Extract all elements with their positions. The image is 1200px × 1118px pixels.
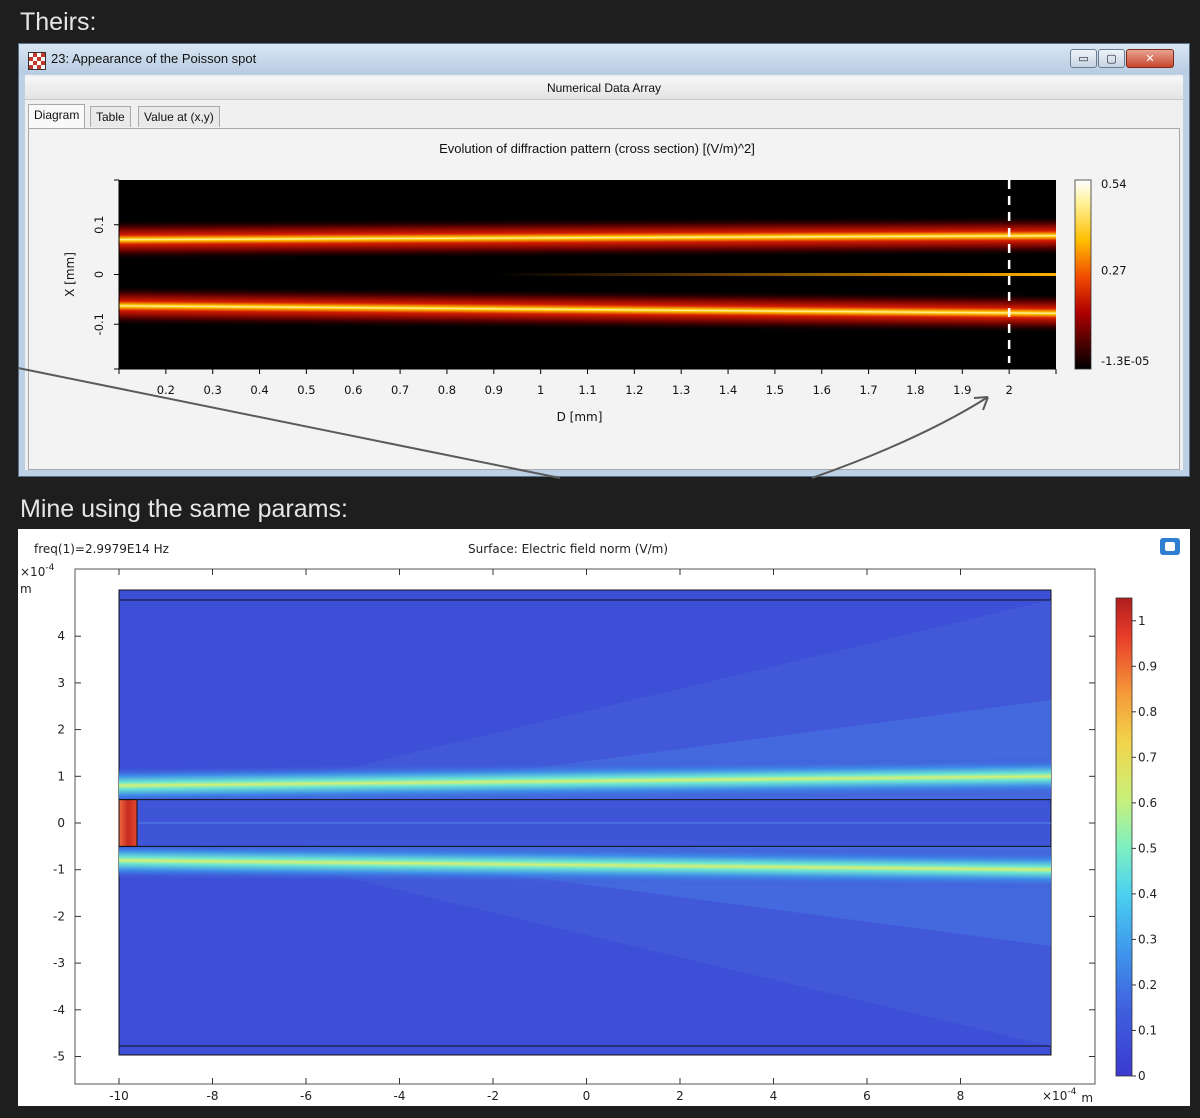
maximize-button[interactable]: ▢ bbox=[1098, 49, 1125, 68]
top-colorbar bbox=[1074, 179, 1092, 370]
bottom-colorbar-label: 0.9 bbox=[1138, 659, 1157, 673]
top-x-axis-label: D [mm] bbox=[557, 410, 603, 424]
bottom-y-tick-label: -1 bbox=[53, 863, 65, 877]
bottom-y-tick-label: -3 bbox=[53, 956, 65, 970]
top-x-tick-label: 1.1 bbox=[578, 383, 596, 397]
bottom-colorbar-label: 0.1 bbox=[1138, 1023, 1157, 1037]
bottom-chart-title: Surface: Electric field norm (V/m) bbox=[468, 542, 668, 556]
bottom-x-tick-label: -8 bbox=[207, 1089, 219, 1103]
bottom-obstacle bbox=[118, 799, 138, 847]
bottom-y-tick-label: -4 bbox=[53, 1003, 65, 1017]
bottom-y-unit: m bbox=[20, 582, 32, 596]
bottom-colorbar-label: 0.2 bbox=[1138, 978, 1157, 992]
top-center-spot bbox=[493, 273, 1056, 276]
top-x-tick-label: 1.5 bbox=[766, 383, 784, 397]
bottom-x-tick-label: 2 bbox=[676, 1089, 684, 1103]
bottom-colorbar-label: 0.4 bbox=[1138, 887, 1157, 901]
top-x-tick-label: 1.2 bbox=[625, 383, 643, 397]
bottom-colorbar-label: 0 bbox=[1138, 1069, 1146, 1083]
bottom-y-tick-label: 2 bbox=[57, 723, 65, 737]
top-colorbar-label: 0.54 bbox=[1101, 177, 1127, 191]
top-x-tick-label: 1.6 bbox=[813, 383, 831, 397]
caption-mine: Mine using the same params: bbox=[20, 495, 348, 523]
bottom-colorbar-label: 1 bbox=[1138, 614, 1146, 628]
top-x-tick-label: 1.3 bbox=[672, 383, 690, 397]
top-x-tick-label: 1.7 bbox=[859, 383, 877, 397]
top-y-axis-label: X [mm] bbox=[63, 252, 77, 297]
bottom-y-tick-label: 1 bbox=[57, 769, 65, 783]
tab-table[interactable]: Table bbox=[90, 106, 131, 127]
bottom-colorbar-label: 0.5 bbox=[1138, 841, 1157, 855]
top-x-tick-label: 1.9 bbox=[953, 383, 971, 397]
bottom-x-tick-label: 0 bbox=[583, 1089, 591, 1103]
minimize-button[interactable]: ▭ bbox=[1070, 49, 1097, 68]
numerical-data-array-header: Numerical Data Array bbox=[25, 77, 1183, 100]
bottom-bright-band-1 bbox=[119, 757, 1051, 805]
bottom-x-tick-label: -6 bbox=[300, 1089, 312, 1103]
bottom-y-tick-label: 0 bbox=[57, 816, 65, 830]
bottom-x-tick-label: 6 bbox=[863, 1089, 871, 1103]
bottom-bright-band-2 bbox=[119, 841, 1051, 889]
bottom-x-tick-label: 4 bbox=[770, 1089, 778, 1103]
app-icon bbox=[28, 52, 46, 70]
close-button[interactable]: ✕ bbox=[1126, 49, 1174, 68]
bottom-app-logo-icon bbox=[1160, 538, 1180, 555]
caption-theirs: Theirs: bbox=[20, 8, 97, 36]
bottom-y-unit-label: ×10-4 bbox=[20, 563, 55, 579]
top-x-tick-label: 1.8 bbox=[906, 383, 924, 397]
top-x-tick-label: 2 bbox=[1005, 383, 1012, 397]
top-bright-band-2 bbox=[119, 285, 1056, 334]
bottom-x-tick-label: 8 bbox=[957, 1089, 965, 1103]
bottom-x-tick-label: -10 bbox=[109, 1089, 129, 1103]
top-y-tick-label: -0.1 bbox=[92, 313, 106, 335]
top-y-tick-label: 0.1 bbox=[92, 216, 106, 234]
top-bright-band-1 bbox=[119, 215, 1056, 260]
tab-diagram[interactable]: Diagram bbox=[28, 104, 86, 128]
window-titlebar[interactable]: 23: Appearance of the Poisson spot ▭ ▢ ✕ bbox=[19, 44, 1189, 74]
top-x-tick-label: 1.4 bbox=[719, 383, 737, 397]
bottom-x-tick-label: -4 bbox=[394, 1089, 406, 1103]
bottom-colorbar-label: 0.3 bbox=[1138, 932, 1157, 946]
bottom-freq-annotation: freq(1)=2.9979E14 Hz bbox=[34, 542, 169, 556]
bottom-y-tick-label: -2 bbox=[53, 909, 65, 923]
bottom-colorbar-label: 0.8 bbox=[1138, 705, 1157, 719]
bottom-x-tick-label: -2 bbox=[487, 1089, 499, 1103]
bottom-x-unit-label: ×10-4 m bbox=[1042, 1087, 1093, 1105]
bottom-y-tick-label: 4 bbox=[57, 629, 65, 643]
bottom-y-tick-label: -5 bbox=[53, 1050, 65, 1064]
bottom-colorbar bbox=[1115, 597, 1133, 1077]
top-heatmap-chart: 0.2 0.3 0.4 0.5 0.6 0.7 0.8 0.9 1 1.1 1.2 1.3 1.4 1.5… bbox=[63, 177, 1150, 424]
top-chart-title: Evolution of diffraction pattern (cross … bbox=[439, 141, 755, 156]
top-colorbar-label: -1.3E-05 bbox=[1101, 354, 1150, 368]
tab-value-at-xy[interactable]: Value at (x,y) bbox=[138, 106, 220, 127]
top-y-tick-label: 0 bbox=[92, 271, 106, 278]
window-title: 23: Appearance of the Poisson spot bbox=[51, 51, 257, 66]
top-colorbar-label: 0.27 bbox=[1101, 264, 1127, 278]
bottom-y-tick-label: 3 bbox=[57, 676, 65, 690]
bottom-colorbar-label: 0.6 bbox=[1138, 796, 1157, 810]
bottom-colorbar-label: 0.7 bbox=[1138, 750, 1157, 764]
